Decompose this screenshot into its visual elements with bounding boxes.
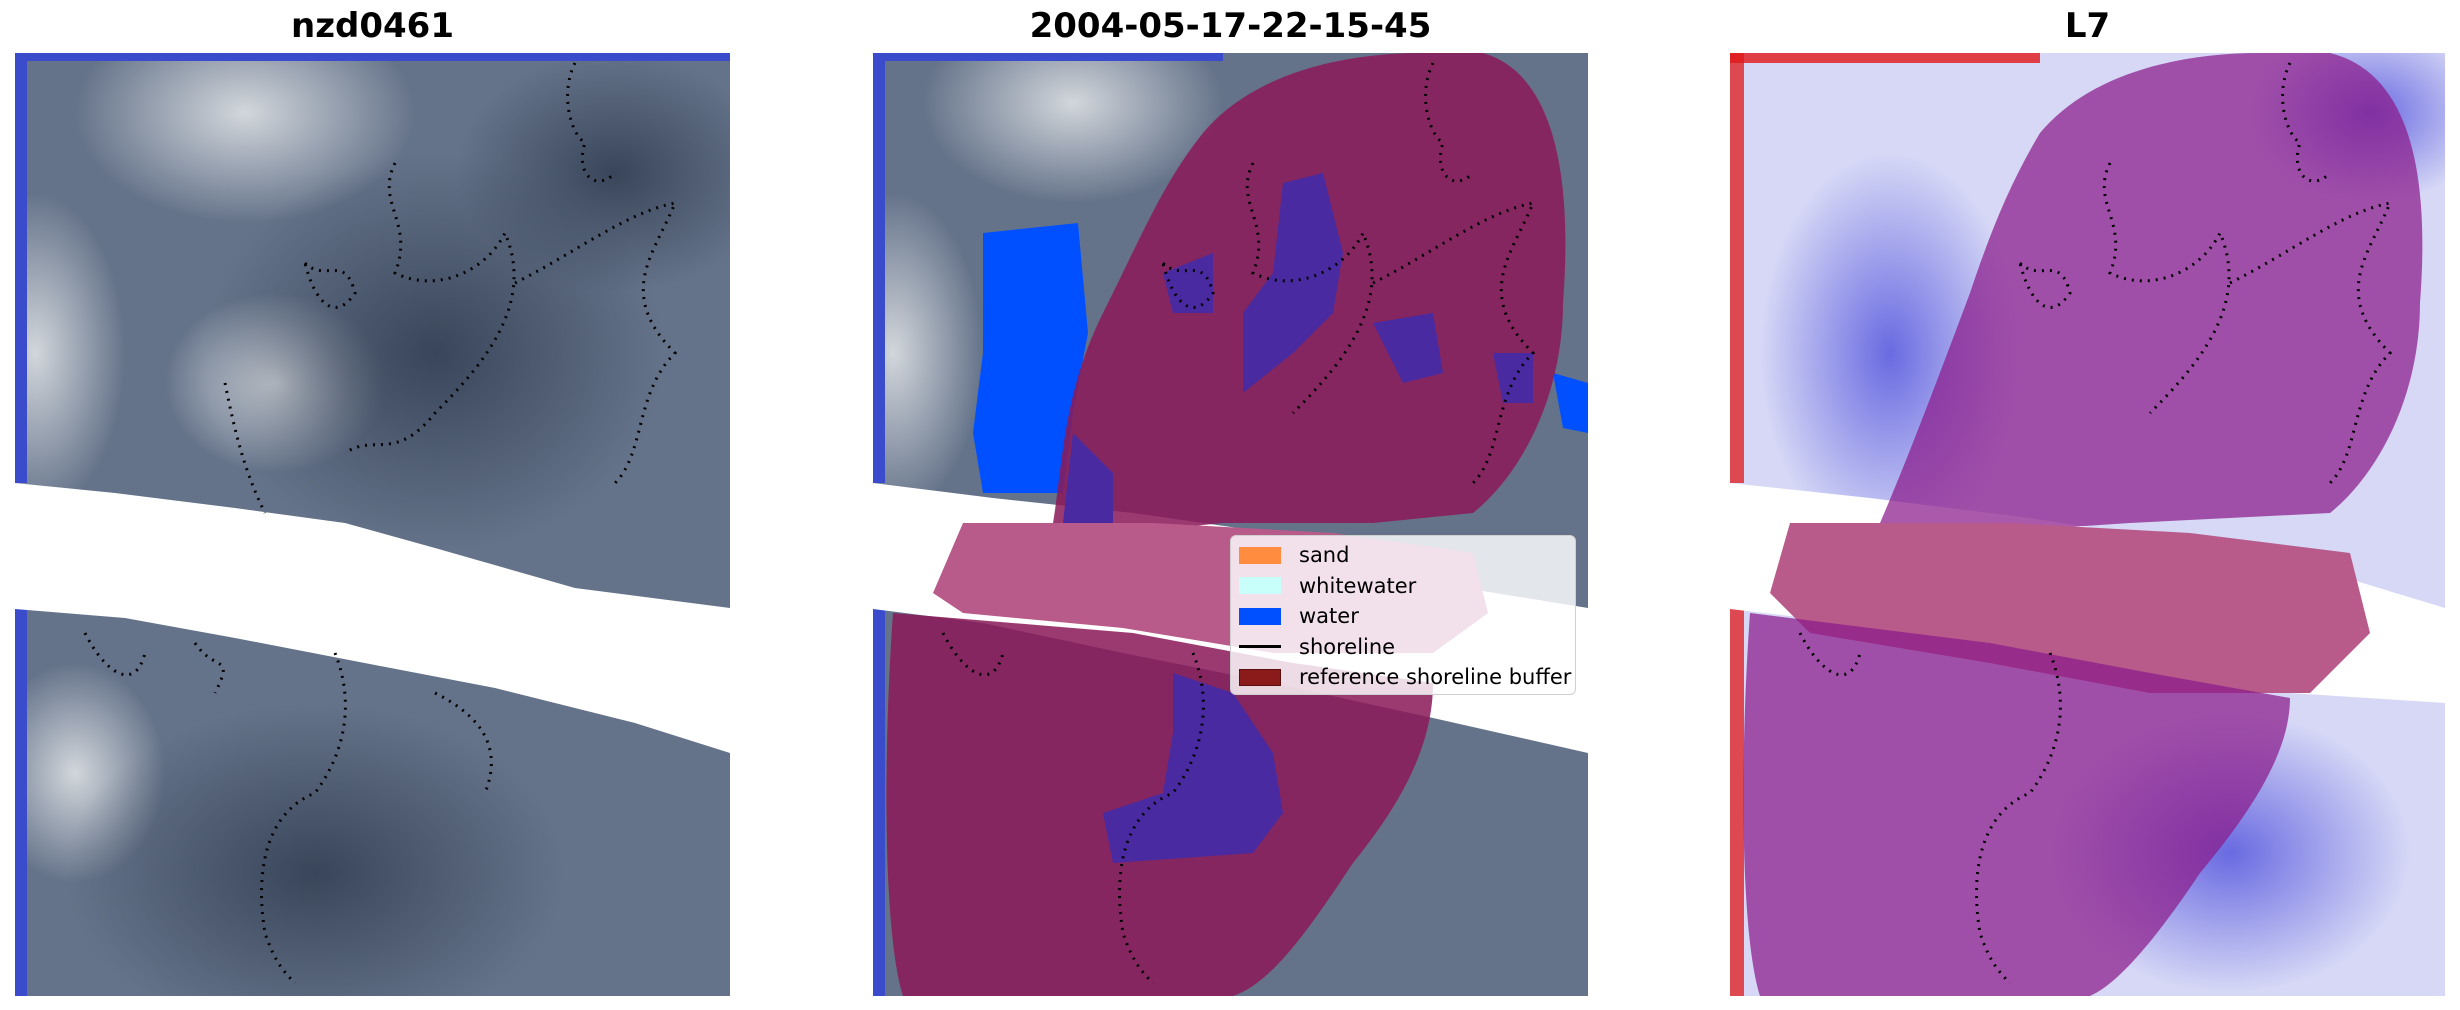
legend-item-water: water <box>1239 601 1575 632</box>
panel-title-1: nzd0461 <box>291 6 454 46</box>
legend-item-sand: sand <box>1239 540 1575 571</box>
panel-title-2: 2004-05-17-22-15-45 <box>1029 6 1432 46</box>
rgb-image-panel <box>15 53 730 996</box>
legend-item-reference-buffer: reference shoreline buffer <box>1239 662 1575 693</box>
whitewater-swatch <box>1239 577 1281 595</box>
rgb-image <box>15 53 730 996</box>
classification-image <box>873 53 1588 996</box>
legend-label: reference shoreline buffer <box>1299 665 1572 690</box>
legend-label: shoreline <box>1299 634 1396 659</box>
index-image <box>1730 53 2445 996</box>
water-region <box>973 223 1088 493</box>
legend-label: whitewater <box>1299 573 1417 598</box>
legend-item-whitewater: whitewater <box>1239 571 1575 602</box>
water-swatch <box>1239 607 1281 625</box>
index-panel <box>1730 53 2445 996</box>
buffer-swatch <box>1239 668 1281 686</box>
legend: sand whitewater water shoreline referenc… <box>1230 535 1576 695</box>
panel-title-3: L7 <box>2064 6 2111 46</box>
sand-swatch <box>1239 546 1281 564</box>
legend-item-shoreline: shoreline <box>1239 632 1575 663</box>
legend-label: sand <box>1299 543 1350 568</box>
shoreline-swatch <box>1239 638 1281 655</box>
legend-label: water <box>1299 604 1359 629</box>
classification-panel <box>873 53 1588 996</box>
